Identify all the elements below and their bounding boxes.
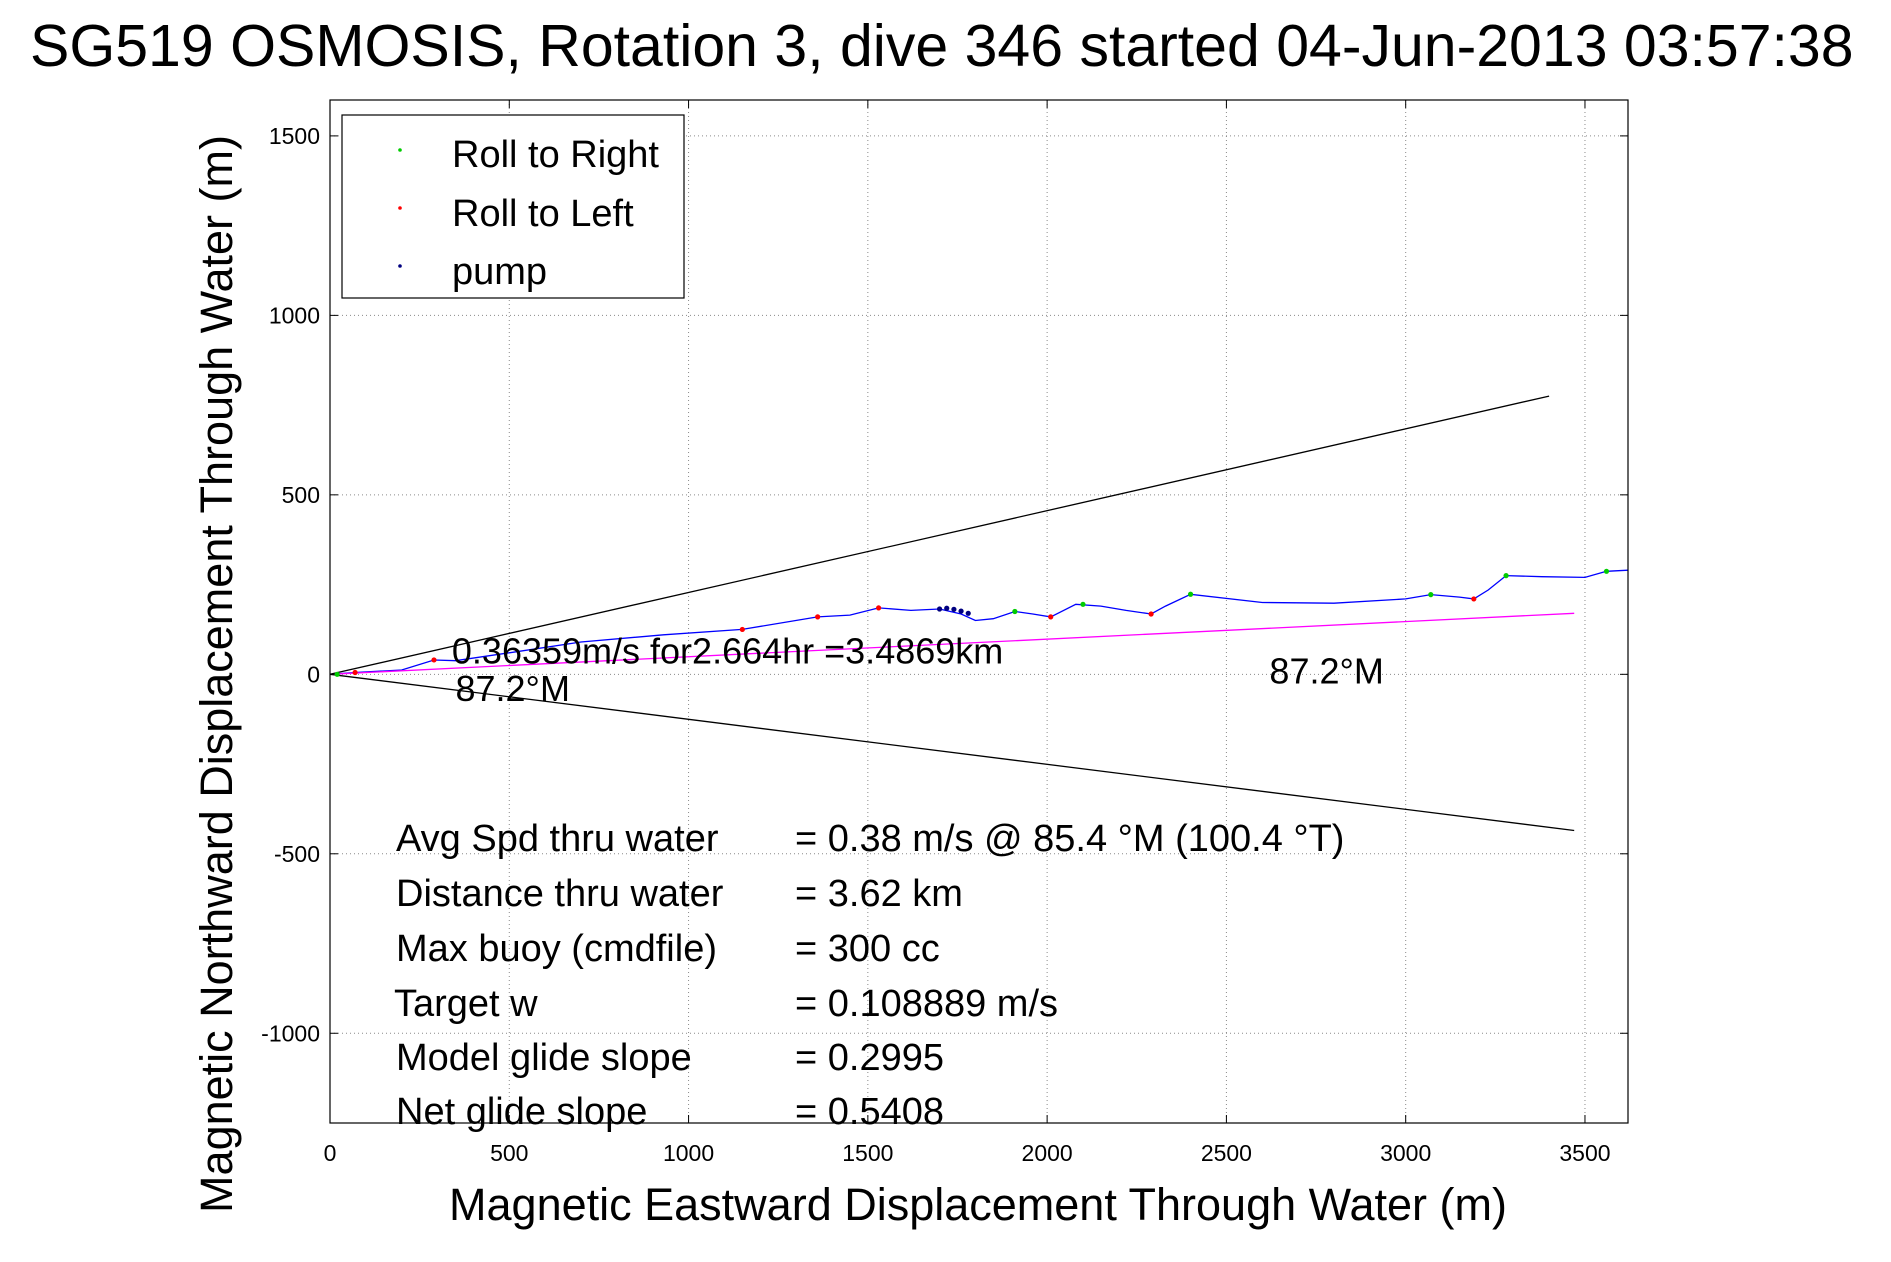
y-tick-label: -1000 bbox=[261, 1020, 320, 1046]
stat-value: = 0.108889 m/s bbox=[795, 983, 1058, 1025]
annotation-0: 0.36359m/s for2.664hr =3.4869km bbox=[452, 631, 1003, 672]
stat-value: = 0.38 m/s @ 85.4 °M (100.4 °T) bbox=[795, 818, 1344, 860]
y-axis-label: Magnetic Northward Displacement Through … bbox=[191, 135, 242, 1213]
marker-roll-right bbox=[1428, 592, 1434, 598]
y-axis-ticks: -1000 -500 0 500 1000 1500 bbox=[261, 123, 1628, 1046]
marker-roll-left bbox=[1048, 614, 1054, 620]
chart-title: SG519 OSMOSIS, Rotation 3, dive 346 star… bbox=[30, 13, 1854, 79]
marker-roll-left bbox=[352, 669, 358, 676]
marker-roll-right bbox=[1603, 568, 1610, 574]
stat-label: Target w bbox=[394, 983, 538, 1025]
marker-pump bbox=[936, 606, 943, 612]
y-tick-label: 500 bbox=[282, 482, 320, 508]
marker-roll-right bbox=[1012, 608, 1018, 615]
series-lines bbox=[329, 395, 1629, 832]
legend: Roll to Right Roll to Left pump bbox=[341, 114, 685, 299]
plot-frame bbox=[329, 99, 1629, 1124]
stat-value: = 3.62 km bbox=[795, 873, 963, 915]
marker-roll-right bbox=[1080, 601, 1086, 607]
stat-value: = 0.2995 bbox=[795, 1037, 944, 1079]
x-tick-label: 500 bbox=[490, 1140, 528, 1166]
y-tick-label: 1500 bbox=[269, 123, 320, 149]
stat-value: = 300 cc bbox=[795, 928, 940, 970]
stat-label: Distance thru water bbox=[396, 873, 724, 915]
legend-marker-roll-left bbox=[398, 206, 402, 210]
marker-roll-left bbox=[739, 626, 745, 633]
annotation-2: 87.2°M bbox=[1269, 650, 1383, 691]
x-tick-label: 3000 bbox=[1380, 1140, 1431, 1166]
x-tick-label: 1000 bbox=[663, 1140, 714, 1166]
annotation-1: 87.2°M bbox=[455, 668, 569, 709]
series-markers bbox=[334, 568, 1610, 677]
y-tick-label: 0 bbox=[307, 661, 320, 687]
legend-label-roll-right: Roll to Right bbox=[452, 134, 659, 176]
stat-label: Avg Spd thru water bbox=[396, 818, 719, 860]
stat-value: = 0.5408 bbox=[795, 1091, 944, 1133]
x-axis-ticks: 0 500 1000 1500 2000 2500 3000 3500 bbox=[324, 100, 1611, 1166]
marker-roll-right bbox=[334, 671, 340, 677]
x-tick-label: 3500 bbox=[1559, 1140, 1610, 1166]
stat-label: Net glide slope bbox=[396, 1091, 647, 1133]
marker-roll-left bbox=[1471, 596, 1477, 602]
x-tick-label: 2000 bbox=[1022, 1140, 1073, 1166]
marker-pump bbox=[958, 608, 964, 614]
legend-label-roll-left: Roll to Left bbox=[452, 193, 634, 235]
marker-roll-left bbox=[815, 614, 821, 620]
series-line-2 bbox=[329, 395, 1550, 675]
marker-pump bbox=[944, 605, 950, 611]
legend-box bbox=[341, 114, 685, 299]
x-axis-label: Magnetic Eastward Displacement Through W… bbox=[449, 1179, 1507, 1230]
marker-pump bbox=[965, 610, 971, 616]
marker-roll-left bbox=[1148, 611, 1154, 617]
stat-label: Max buoy (cmdfile) bbox=[396, 928, 717, 970]
series-line-3 bbox=[329, 673, 1575, 832]
marker-pump bbox=[951, 606, 957, 612]
legend-marker-roll-right bbox=[398, 148, 402, 152]
marker-roll-left bbox=[431, 657, 437, 663]
series-line-1 bbox=[329, 612, 1575, 675]
y-tick-label: -500 bbox=[274, 841, 320, 867]
legend-marker-pump bbox=[398, 264, 402, 268]
x-tick-label: 1500 bbox=[842, 1140, 893, 1166]
stat-label: Model glide slope bbox=[396, 1037, 692, 1079]
marker-roll-right bbox=[1503, 573, 1509, 579]
x-tick-label: 0 bbox=[324, 1140, 337, 1166]
marker-roll-left bbox=[876, 605, 882, 611]
x-tick-label: 2500 bbox=[1201, 1140, 1252, 1166]
y-tick-label: 1000 bbox=[269, 302, 320, 328]
marker-roll-right bbox=[1187, 591, 1194, 597]
stats-block: Avg Spd thru water = 0.38 m/s @ 85.4 °M … bbox=[394, 818, 1344, 1133]
legend-label-pump: pump bbox=[452, 251, 547, 293]
